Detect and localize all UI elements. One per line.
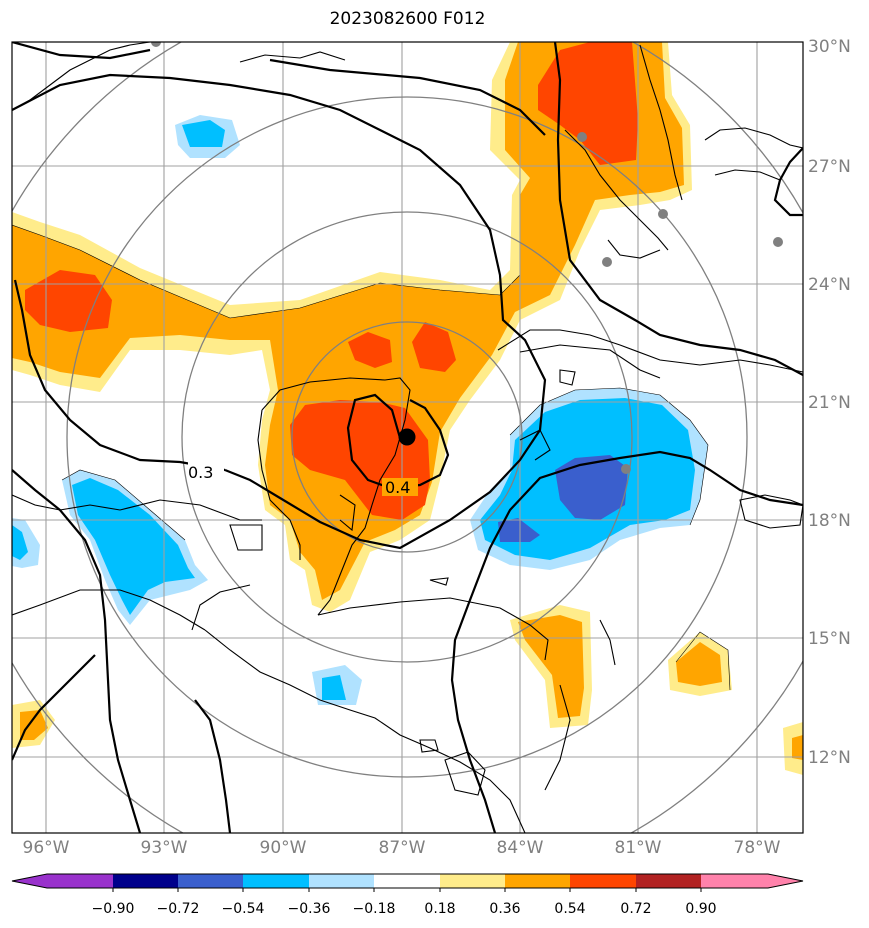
lon-label: 93°W [141, 838, 188, 858]
lat-label: 30°N [808, 37, 851, 57]
orange-shading [12, 42, 803, 760]
colorbar-tick-label: −0.72 [157, 901, 200, 917]
lat-label: 21°N [808, 393, 851, 413]
lon-label: 81°W [615, 838, 662, 858]
colorbar-segment [505, 874, 570, 888]
colorbar-segment [440, 874, 505, 888]
colorbar: −0.90 −0.72 −0.54 −0.36 −0.18 0.18 0.36 … [11, 873, 804, 917]
colorbar-segment [309, 874, 374, 888]
lon-label: 87°W [379, 838, 426, 858]
graticule [12, 42, 803, 833]
colorbar-segment [768, 874, 803, 888]
range-rings [12, 42, 803, 833]
storm-center-marker [398, 428, 416, 446]
contour-label-04: 0.4 [385, 478, 410, 497]
colorbar-tick-label: −0.90 [92, 901, 135, 917]
lon-label: 84°W [497, 838, 544, 858]
colorbar-segment [570, 874, 636, 888]
lon-label: 78°W [734, 838, 781, 858]
lat-label: 24°N [808, 275, 851, 295]
colorbar-segment [636, 874, 701, 888]
map-title: 2023082600 F012 [329, 9, 486, 29]
contours [12, 42, 803, 833]
contour-label-bg [188, 462, 224, 480]
colorbar-segment [12, 874, 47, 888]
colorbar-tick-label: −0.18 [353, 901, 396, 917]
latitude-labels: 30°N 27°N 24°N 21°N 18°N 15°N 12°N [808, 37, 851, 768]
dark-blue-shading [498, 455, 628, 542]
colorbar-segment [243, 874, 309, 888]
colorbar-tick-label: 0.36 [489, 901, 520, 917]
lat-label: 12°N [808, 748, 851, 768]
colorbar-tick-label: 0.54 [554, 901, 585, 917]
colorbar-segment [47, 874, 113, 888]
colorbar-tick-label: −0.36 [288, 901, 331, 917]
contour-label-bg [382, 478, 418, 496]
station-markers [151, 42, 783, 474]
colorbar-tick-label: 0.90 [685, 901, 716, 917]
lat-label: 18°N [808, 511, 851, 531]
lon-label: 96°W [23, 838, 70, 858]
red-shading [25, 42, 638, 520]
lat-label: 15°N [808, 629, 851, 649]
colorbar-tick-label: 0.72 [620, 901, 651, 917]
colorbar-segment [113, 874, 178, 888]
colorbar-outline [11, 873, 804, 889]
contour-label-03: 0.3 [188, 463, 213, 482]
colorbar-tick-label: −0.54 [222, 901, 265, 917]
longitude-labels: 96°W 93°W 90°W 87°W 84°W 81°W 78°W [23, 838, 781, 858]
map-frame [11, 41, 804, 834]
colorbar-tick-label: 0.18 [424, 901, 455, 917]
map-area [12, 42, 803, 833]
colorbar-segment [701, 874, 768, 888]
colorbar-segment [374, 874, 440, 888]
colorbar-segment [178, 874, 243, 888]
lat-label: 27°N [808, 157, 851, 177]
lon-label: 90°W [260, 838, 307, 858]
